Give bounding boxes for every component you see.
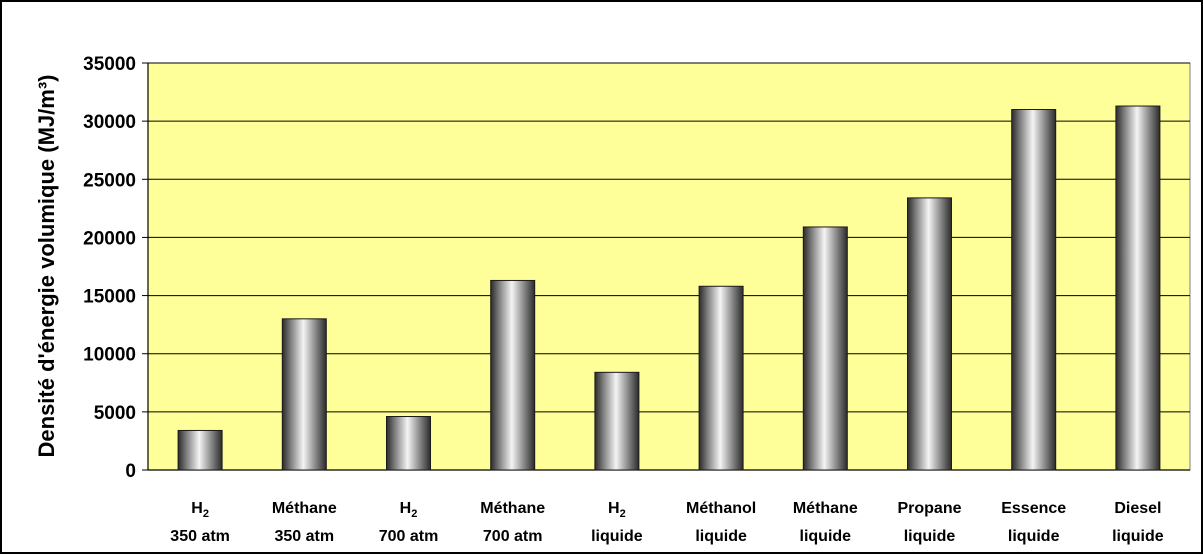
x-tick-label-line2: 350 atm <box>275 528 335 545</box>
y-tick-label: 15000 <box>83 287 136 308</box>
bars <box>177 105 1161 471</box>
bar <box>281 318 327 471</box>
y-tick-label: 0 <box>125 461 136 482</box>
x-tick-label-line2: liquide <box>904 528 956 545</box>
x-tick-label-line2: liquide <box>695 528 747 545</box>
x-tick-label-line2: liquide <box>591 528 643 545</box>
x-tick-label-line2: 700 atm <box>483 528 543 545</box>
x-tick-label-line2: 700 atm <box>379 528 439 545</box>
x-tick-label-line2: liquide <box>1112 528 1164 545</box>
bar <box>490 279 536 471</box>
x-tick-label-line2: liquide <box>1008 528 1060 545</box>
bar <box>1011 109 1057 471</box>
x-tick-label: Méthanol <box>686 500 756 517</box>
x-tick-label-line2: 350 atm <box>170 528 230 545</box>
bar <box>177 429 223 471</box>
y-tick-label: 30000 <box>83 112 136 133</box>
y-axis-label: Densité d'énergie volumique (MJ/m³) <box>34 75 59 458</box>
x-tick-label-line2: liquide <box>800 528 852 545</box>
bar <box>386 416 431 471</box>
y-axis: 0 5000 10000 15000 20000 25000 30000 35000 <box>83 54 1190 482</box>
x-tick-label: H2 <box>608 500 626 520</box>
bar <box>1115 105 1161 471</box>
y-tick-label: 35000 <box>83 54 136 75</box>
x-tick-label: Méthane <box>793 500 858 517</box>
x-tick-label: Propane <box>897 500 961 517</box>
x-tick-label: Diesel <box>1114 500 1161 517</box>
y-tick-label: 25000 <box>83 170 136 191</box>
y-tick-label: 5000 <box>94 403 136 424</box>
bar <box>907 197 952 471</box>
bar <box>594 371 640 471</box>
x-tick-label: Essence <box>1001 500 1066 517</box>
bar <box>802 226 848 471</box>
x-tick-label: Méthane <box>272 500 337 517</box>
x-tick-label: H2 <box>191 500 209 520</box>
y-tick-label: 10000 <box>83 345 136 366</box>
x-axis: H2 350 atm Méthane 350 atm H2 700 atm Méthane 7… <box>170 500 1163 545</box>
bar <box>698 285 744 471</box>
x-tick-label: Méthane <box>480 500 545 517</box>
y-tick-label: 20000 <box>83 228 136 249</box>
x-tick-label: H2 <box>400 500 418 520</box>
